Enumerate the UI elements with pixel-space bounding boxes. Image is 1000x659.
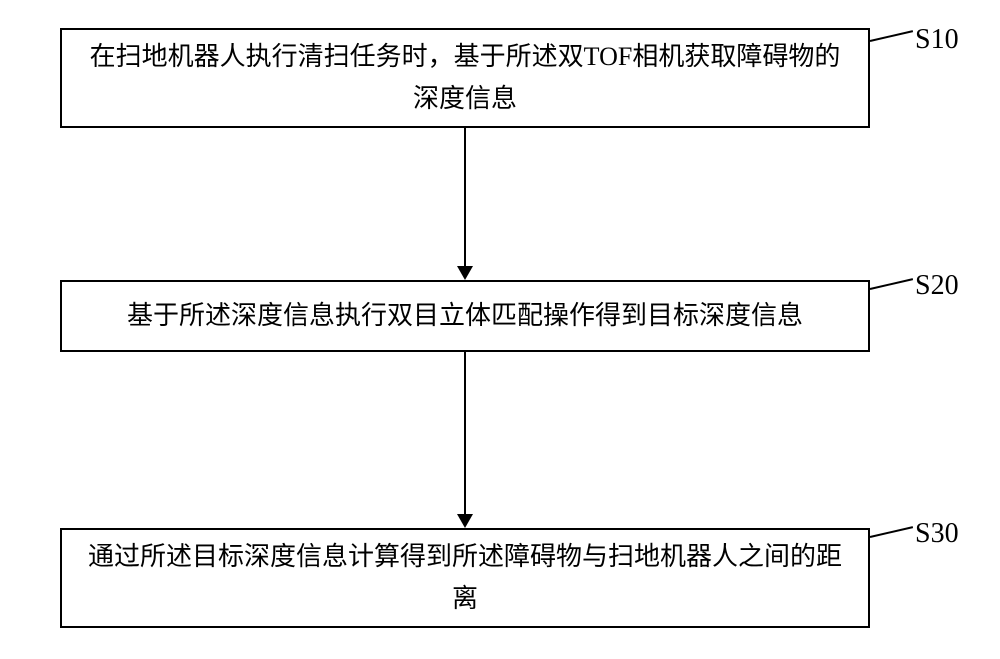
flowchart-container: 在扫地机器人执行清扫任务时，基于所述双TOF相机获取障碍物的深度信息 S10 基… bbox=[0, 0, 1000, 659]
step-box-s10: 在扫地机器人执行清扫任务时，基于所述双TOF相机获取障碍物的深度信息 bbox=[60, 28, 870, 128]
step-text-s20: 基于所述深度信息执行双目立体匹配操作得到目标深度信息 bbox=[127, 295, 803, 337]
connector-s20 bbox=[870, 278, 913, 290]
arrow-line-2 bbox=[464, 352, 466, 514]
step-label-s10: S10 bbox=[915, 24, 959, 56]
connector-s30 bbox=[870, 526, 913, 538]
step-label-s30: S30 bbox=[915, 518, 959, 550]
arrow-head-1 bbox=[457, 266, 473, 280]
arrow-head-2 bbox=[457, 514, 473, 528]
step-text-s30: 通过所述目标深度信息计算得到所述障碍物与扫地机器人之间的距离 bbox=[82, 536, 848, 619]
connector-s10 bbox=[870, 30, 913, 42]
arrow-line-1 bbox=[464, 128, 466, 266]
step-text-s10: 在扫地机器人执行清扫任务时，基于所述双TOF相机获取障碍物的深度信息 bbox=[82, 36, 848, 119]
step-box-s30: 通过所述目标深度信息计算得到所述障碍物与扫地机器人之间的距离 bbox=[60, 528, 870, 628]
step-label-s20: S20 bbox=[915, 270, 959, 302]
step-box-s20: 基于所述深度信息执行双目立体匹配操作得到目标深度信息 bbox=[60, 280, 870, 352]
